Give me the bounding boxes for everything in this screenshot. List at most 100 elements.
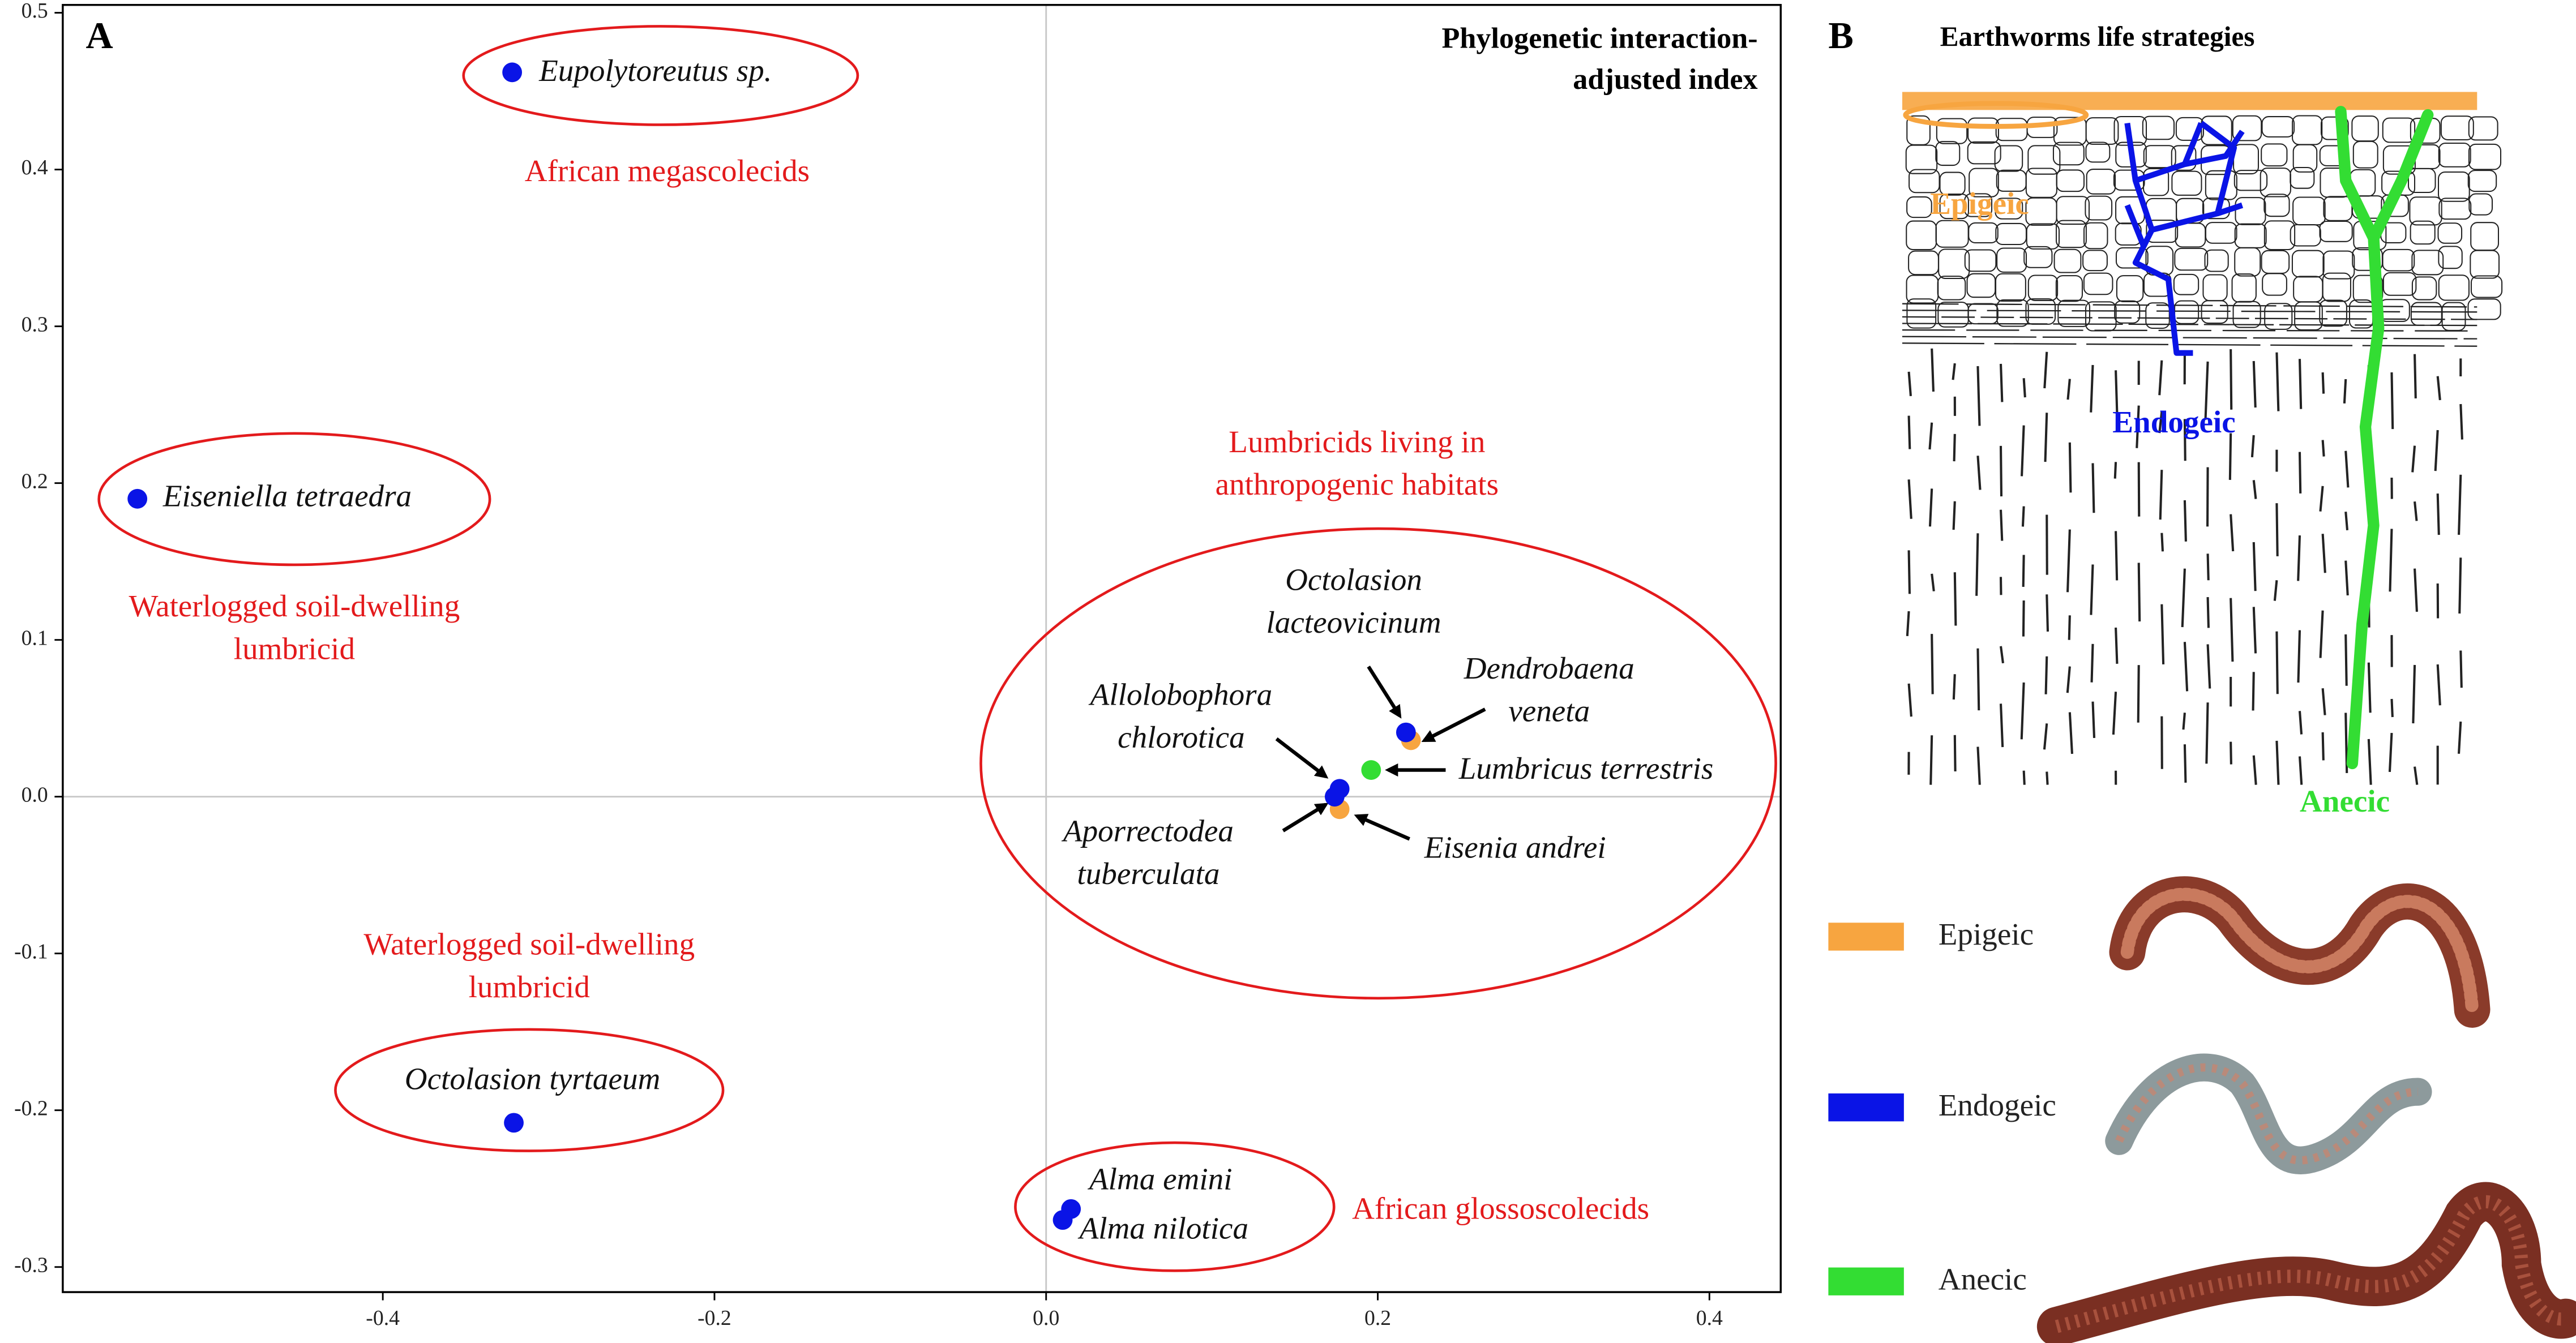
- soil-cell: [2467, 298, 2501, 320]
- soil-cell: [1996, 299, 2029, 327]
- soil-dash: [1929, 735, 1933, 785]
- worm-anecic-rings: [2055, 1195, 2568, 1333]
- soil-dash: [1928, 488, 1933, 527]
- group-ellipse: [979, 527, 1777, 1000]
- soil-cell: [2410, 220, 2436, 245]
- soil-cell: [2234, 247, 2261, 277]
- worm-epigeic-rings: [2120, 887, 2479, 1016]
- soil-dash: [1907, 550, 1911, 594]
- soil-cell: [2085, 195, 2113, 221]
- soil-cell: [2438, 198, 2472, 220]
- soil-dash: [2344, 450, 2350, 488]
- soil-dash: [2181, 568, 2186, 628]
- soil-dash: [2411, 445, 2416, 473]
- y-tick-label: 0.4: [22, 156, 48, 179]
- soil-dash: [2414, 766, 2419, 785]
- x-tick-label: 0.2: [1364, 1306, 1391, 1330]
- soil-cell: [2320, 116, 2349, 140]
- soil-cell: [2467, 170, 2497, 192]
- soil-dash: [2344, 512, 2349, 531]
- group-annotation: lumbricid: [234, 631, 355, 666]
- point-label: Lumbricus terrestris: [1458, 751, 1714, 786]
- soil-cell: [1968, 222, 1999, 243]
- soil-dash: [2066, 379, 2071, 400]
- point-label: chlorotica: [1118, 720, 1244, 754]
- soil-dash: [1907, 415, 1911, 449]
- chart-title: adjusted index: [1573, 63, 1757, 96]
- soil-cell: [2322, 250, 2355, 280]
- soil-dash: [1953, 434, 1956, 462]
- soil-dash: [2022, 378, 2026, 398]
- endogeic-burrow: [2124, 121, 2245, 356]
- y-tick-label: 0.1: [22, 626, 48, 650]
- point-label: lacteovicinum: [1266, 605, 1441, 640]
- soil-cell: [2382, 117, 2416, 143]
- point-label: Octolasion: [1285, 562, 1422, 597]
- soil-cell: [2261, 116, 2295, 138]
- arrow: [1275, 737, 1329, 779]
- group-ellipse: [334, 1028, 725, 1152]
- arrow: [1354, 814, 1410, 841]
- soil-cell: [2261, 143, 2288, 167]
- soil-cell: [1967, 117, 1999, 144]
- data-point: [1361, 760, 1381, 780]
- soil-dash: [2021, 425, 2025, 477]
- point-label: Eisenia andrei: [1424, 830, 1606, 864]
- surface-litter: [1902, 92, 2477, 110]
- soil-cell: [2086, 169, 2116, 195]
- soil-dash: [2206, 644, 2211, 689]
- soil-dash: [2390, 698, 2394, 718]
- soil-dash: [2273, 580, 2278, 601]
- soil-dash: [2252, 607, 2257, 654]
- soil-dash: [2160, 604, 2165, 664]
- soil-dash: [1931, 348, 1935, 392]
- soil-cell: [2027, 274, 2059, 301]
- soil-cell: [2411, 250, 2444, 276]
- soil-dash: [2414, 568, 2418, 612]
- y-tick-label: -0.3: [14, 1253, 48, 1277]
- point-label: Eupolytoreutus sp.: [538, 53, 772, 88]
- soil-cell: [2174, 247, 2209, 271]
- soil-cell: [1909, 169, 1940, 194]
- soil-dash: [2115, 531, 2119, 581]
- soil-dash: [2021, 506, 2025, 527]
- chart-title: Phylogenetic interaction-: [1442, 22, 1758, 55]
- soil-dash: [1976, 648, 1980, 711]
- soil-dash: [1999, 363, 2004, 402]
- soil-dash: [2321, 688, 2326, 715]
- soil-dash: [2414, 501, 2418, 521]
- soil-cell: [2440, 115, 2474, 140]
- soil-cell: [2085, 117, 2119, 145]
- soil-cell: [1996, 247, 2027, 273]
- data-point: [504, 1113, 524, 1133]
- soil-cell: [2171, 145, 2197, 171]
- point-label: Allolobophora: [1088, 677, 1272, 712]
- soil-dash: [1975, 533, 1979, 596]
- soil-dash: [2275, 352, 2280, 411]
- soil-dash: [2022, 600, 2025, 637]
- soil-dash: [2412, 664, 2416, 724]
- panel-title: Earthworms life strategies: [1940, 21, 2255, 52]
- soil-dash: [2160, 533, 2164, 552]
- soil-dash: [2044, 413, 2048, 462]
- soil-dash: [2158, 360, 2163, 396]
- soil-cell: [1906, 298, 1937, 329]
- data-point: [127, 488, 148, 509]
- soil-cell: [2142, 115, 2175, 140]
- soil-dash: [2183, 744, 2187, 783]
- soil-cell: [2023, 246, 2053, 268]
- point-label: veneta: [1508, 694, 1590, 728]
- soil-dash: [2115, 370, 2119, 427]
- point-label: Eiseniella tetraedra: [162, 479, 412, 513]
- soil-dash: [1952, 363, 1956, 380]
- soil-dash: [2046, 594, 2049, 632]
- soil-dash: [2137, 665, 2140, 723]
- soil-cell: [2407, 168, 2436, 193]
- group-ellipse: [1014, 1141, 1336, 1272]
- soil-cell: [2171, 170, 2202, 196]
- anecic-burrow: [2335, 106, 2434, 770]
- soil-dash: [1976, 456, 1982, 490]
- soil-dash: [2159, 470, 2163, 520]
- soil-dash: [2043, 723, 2048, 750]
- soil-cell: [2085, 141, 2111, 163]
